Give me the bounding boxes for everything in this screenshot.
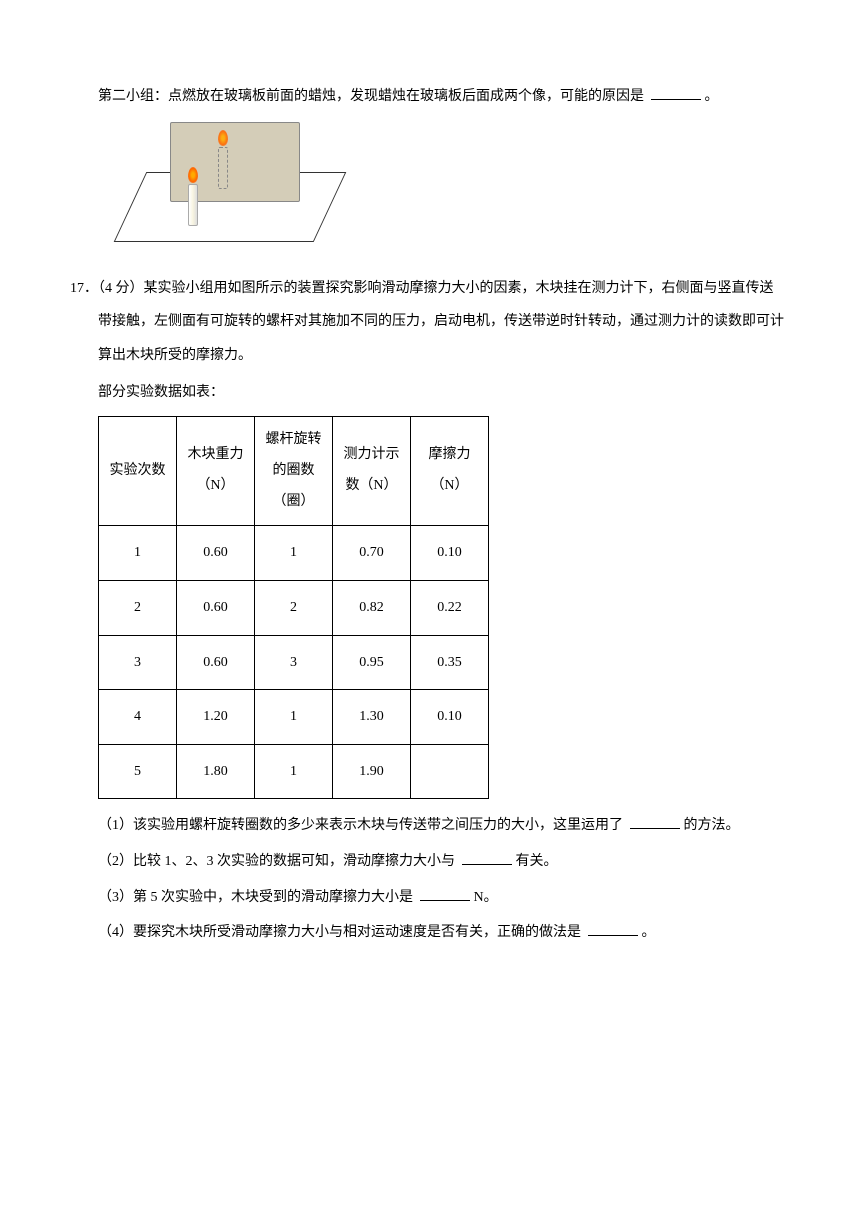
cell: 0.60 <box>177 580 255 635</box>
sub2-text-a: （2）比较 1、2、3 次实验的数据可知，滑动摩擦力大小与 <box>98 854 455 869</box>
cell: 1.30 <box>333 690 411 745</box>
cell: 0.10 <box>411 526 489 581</box>
q17-intro-line2: 带接触，左侧面有可旋转的螺杆对其施加不同的压力，启动电机，传送带逆时针转动，通过… <box>70 305 790 339</box>
cell: 1 <box>255 526 333 581</box>
cell: 1.90 <box>333 744 411 799</box>
flame-front-icon <box>188 167 198 183</box>
group2-text: 第二小组：点燃放在玻璃板前面的蜡烛，发现蜡烛在玻璃板后面成两个像，可能的原因是 <box>98 89 644 104</box>
cell: 3 <box>99 635 177 690</box>
sub-question-2: （2）比较 1、2、3 次实验的数据可知，滑动摩擦力大小与 有关。 <box>70 845 790 879</box>
header-friction: 摩擦力（N） <box>411 416 489 525</box>
cell: 0.70 <box>333 526 411 581</box>
cell: 0.60 <box>177 526 255 581</box>
table-row: 1 0.60 1 0.70 0.10 <box>99 526 489 581</box>
cell: 0.35 <box>411 635 489 690</box>
cell: 5 <box>99 744 177 799</box>
q17-intro-line1: 某实验小组用如图所示的装置探究影响滑动摩擦力大小的因素，木块挂在测力计下，右侧面… <box>144 272 791 306</box>
sub-question-4: （4）要探究木块所受滑动摩擦力大小与相对运动速度是否有关，正确的做法是 。 <box>70 916 790 950</box>
sub3-text-a: （3）第 5 次实验中，木块受到的滑动摩擦力大小是 <box>98 890 413 905</box>
sub4-text-a: （4）要探究木块所受滑动摩擦力大小与相对运动速度是否有关，正确的做法是 <box>98 925 581 940</box>
table-intro: 部分实验数据如表： <box>70 376 790 410</box>
cell: 4 <box>99 690 177 745</box>
cell: 0.22 <box>411 580 489 635</box>
candle-mirror-figure <box>120 122 340 252</box>
flame-back-icon <box>218 130 228 146</box>
sub-question-3: （3）第 5 次实验中，木块受到的滑动摩擦力大小是 N。 <box>70 881 790 915</box>
blank-factor <box>462 851 512 865</box>
cell: 1 <box>255 690 333 745</box>
cell: 2 <box>255 580 333 635</box>
table-row: 2 0.60 2 0.82 0.22 <box>99 580 489 635</box>
experiment-data-table: 实验次数 木块重力（N） 螺杆旋转的圈数（圈） 测力计示数（N） 摩擦力（N） … <box>98 416 489 799</box>
cell: 0.10 <box>411 690 489 745</box>
q17-intro-line3: 算出木块所受的摩擦力。 <box>70 339 790 373</box>
table-row: 3 0.60 3 0.95 0.35 <box>99 635 489 690</box>
cell: 0.95 <box>333 635 411 690</box>
blank-procedure <box>588 922 638 936</box>
sub3-text-b: N。 <box>474 890 498 905</box>
table-row: 5 1.80 1 1.90 <box>99 744 489 799</box>
cell: 1 <box>255 744 333 799</box>
header-weight: 木块重力（N） <box>177 416 255 525</box>
group2-statement: 第二小组：点燃放在玻璃板前面的蜡烛，发现蜡烛在玻璃板后面成两个像，可能的原因是 … <box>70 80 790 114</box>
sub-question-1: （1）该实验用螺杆旋转圈数的多少来表示木块与传送带之间压力的大小，这里运用了 的… <box>70 809 790 843</box>
cell <box>411 744 489 799</box>
blank-friction-value <box>420 887 470 901</box>
table-row: 4 1.20 1 1.30 0.10 <box>99 690 489 745</box>
sub1-text-a: （1）该实验用螺杆旋转圈数的多少来表示木块与传送带之间压力的大小，这里运用了 <box>98 818 623 833</box>
header-trial: 实验次数 <box>99 416 177 525</box>
cell: 0.60 <box>177 635 255 690</box>
cell: 1 <box>99 526 177 581</box>
header-turns: 螺杆旋转的圈数（圈） <box>255 416 333 525</box>
sub1-text-b: 的方法。 <box>684 818 740 833</box>
sub2-text-b: 有关。 <box>516 854 558 869</box>
blank-method <box>630 815 680 829</box>
cell: 1.20 <box>177 690 255 745</box>
cell: 3 <box>255 635 333 690</box>
sub4-text-b: 。 <box>642 925 656 940</box>
table-header-row: 实验次数 木块重力（N） 螺杆旋转的圈数（圈） 测力计示数（N） 摩擦力（N） <box>99 416 489 525</box>
question-17: 17．（4 分） 某实验小组用如图所示的装置探究影响滑动摩擦力大小的因素，木块挂… <box>70 272 790 306</box>
candle-front <box>188 184 198 226</box>
cell: 2 <box>99 580 177 635</box>
q17-number: 17．（4 分） <box>70 272 144 306</box>
period: 。 <box>705 89 719 104</box>
blank-reason <box>651 86 701 100</box>
cell: 1.80 <box>177 744 255 799</box>
header-reading: 测力计示数（N） <box>333 416 411 525</box>
candle-image-back <box>218 147 228 189</box>
cell: 0.82 <box>333 580 411 635</box>
